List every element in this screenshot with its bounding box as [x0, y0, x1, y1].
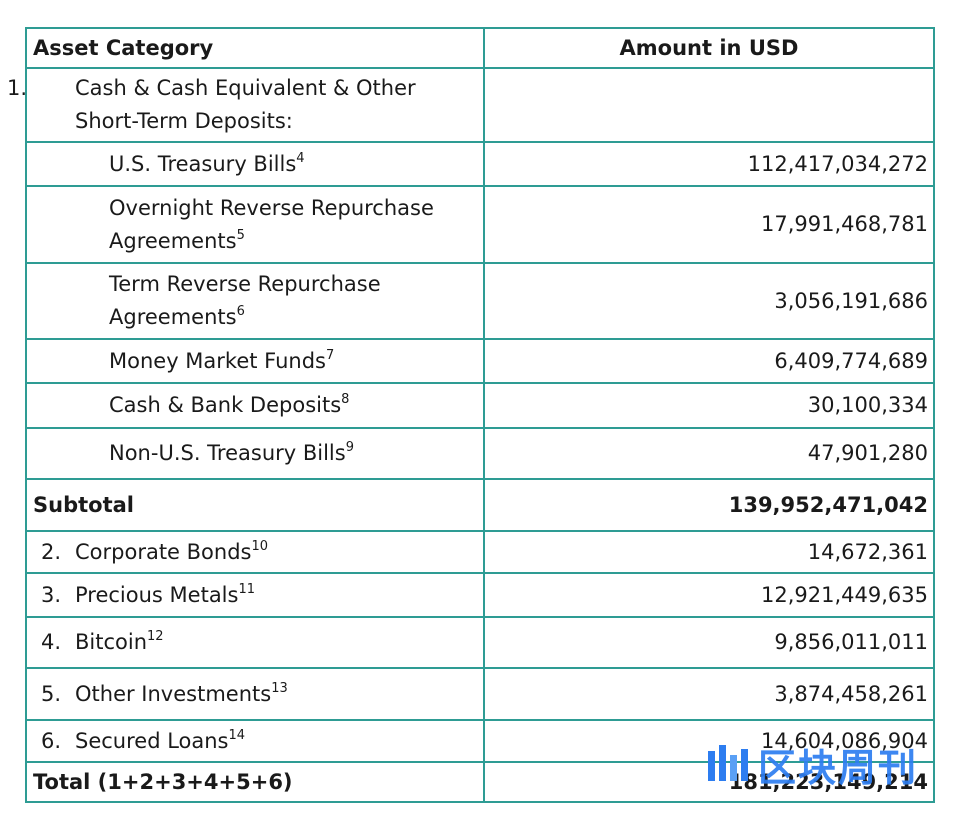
- table-header-row: Asset Category Amount in USD: [25, 27, 935, 69]
- asset-table-container: Asset Category Amount in USD 1. Cash & Ca…: [7, 27, 935, 803]
- row-amount: 30,100,334: [483, 382, 935, 429]
- footnote-ref: 6: [236, 304, 245, 319]
- row-amount: 112,417,034,272: [483, 141, 935, 187]
- table-row: U.S. Treasury Bills4 112,417,034,272: [25, 141, 935, 187]
- row-amount: 6,409,774,689: [483, 338, 935, 384]
- row-label-cash-bank-deposits: Cash & Bank Deposits8: [25, 382, 485, 429]
- row-number: 6.: [41, 728, 62, 753]
- row-label-cash-equivalents: 1. Cash & Cash Equivalent & Other Short-T…: [7, 67, 485, 143]
- table-row: Overnight Reverse Repurchase Agreements5…: [25, 185, 935, 264]
- total-label: Total (1+2+3+4+5+6): [25, 761, 485, 803]
- row-label-term-repo: Term Reverse Repurchase Agreements6: [25, 262, 485, 340]
- table-row: Cash & Bank Deposits8 30,100,334: [25, 382, 935, 429]
- row-number: 1.: [7, 76, 28, 100]
- row-amount: 3,056,191,686: [483, 262, 935, 340]
- table-row: Term Reverse Repurchase Agreements6 3,05…: [25, 262, 935, 340]
- subtotal-label: Subtotal: [25, 478, 485, 532]
- footnote-ref: 10: [251, 538, 269, 554]
- row-label-overnight-repo: Overnight Reverse Repurchase Agreements5: [25, 185, 485, 264]
- row-amount: 12,921,449,635: [483, 572, 935, 618]
- table-row: 3. Precious Metals11 12,921,449,635: [25, 572, 935, 618]
- row-label: Secured Loans: [75, 728, 229, 753]
- row-amount: [483, 67, 935, 143]
- footnote-ref: 14: [228, 727, 246, 743]
- row-number: 3.: [41, 582, 62, 607]
- row-number: 2.: [41, 539, 62, 564]
- row-label: Money Market Funds: [109, 348, 326, 373]
- row-label-precious-metals: 3. Precious Metals11: [25, 572, 485, 618]
- row-label: U.S. Treasury Bills: [109, 151, 297, 176]
- table-row: Money Market Funds7 6,409,774,689: [25, 338, 935, 384]
- table-row: 4. Bitcoin12 9,856,011,011: [25, 616, 935, 669]
- row-label-corporate-bonds: 2. Corporate Bonds10: [25, 530, 485, 574]
- footnote-ref: 11: [238, 581, 256, 597]
- subtotal-amount: 139,952,471,042: [483, 478, 935, 532]
- row-amount: 14,604,086,904: [483, 719, 935, 763]
- row-label-secured-loans: 6. Secured Loans14: [25, 719, 485, 763]
- row-label: Overnight Reverse Repurchase Agreements: [109, 195, 434, 253]
- row-amount: 47,901,280: [483, 427, 935, 480]
- footnote-ref: 4: [296, 150, 305, 166]
- row-label-money-market-funds: Money Market Funds7: [25, 338, 485, 384]
- subtotal-row: Subtotal 139,952,471,042: [25, 478, 935, 532]
- header-asset-category: Asset Category: [25, 27, 485, 69]
- table-row: 2. Corporate Bonds10 14,672,361: [25, 530, 935, 574]
- footnote-ref: 7: [325, 347, 335, 363]
- row-label: Cash & Cash Equivalent & Other Short-Ter…: [75, 76, 416, 133]
- row-label: Term Reverse Repurchase Agreements: [109, 272, 381, 329]
- header-amount-usd: Amount in USD: [483, 27, 935, 69]
- row-label-bitcoin: 4. Bitcoin12: [25, 616, 485, 669]
- table-row: 5. Other Investments13 3,874,458,261: [25, 667, 935, 721]
- row-amount: 9,856,011,011: [483, 616, 935, 669]
- footnote-ref: 9: [345, 440, 354, 455]
- row-label-us-treasury-bills: U.S. Treasury Bills4: [25, 141, 485, 187]
- row-label-non-us-treasury-bills: Non-U.S. Treasury Bills9: [25, 427, 485, 480]
- footnote-ref: 12: [147, 629, 164, 644]
- footnote-ref: 5: [236, 227, 245, 243]
- footnote-ref: 8: [341, 392, 350, 407]
- row-label-other-investments: 5. Other Investments13: [25, 667, 485, 721]
- row-number: 4.: [41, 630, 62, 654]
- table-row: 1. Cash & Cash Equivalent & Other Short-T…: [7, 67, 935, 143]
- row-label: Precious Metals: [75, 582, 239, 607]
- row-label: Other Investments: [75, 681, 272, 706]
- total-row: Total (1+2+3+4+5+6) 181,223,149,214: [25, 761, 935, 803]
- row-label: Cash & Bank Deposits: [109, 393, 342, 417]
- asset-table: Asset Category Amount in USD 1. Cash & Ca…: [7, 27, 935, 803]
- row-label: Corporate Bonds: [75, 539, 252, 564]
- footnote-ref: 13: [271, 680, 288, 696]
- row-label: Non-U.S. Treasury Bills: [109, 441, 346, 465]
- table-row: 6. Secured Loans14 14,604,086,904: [25, 719, 935, 763]
- row-label: Bitcoin: [75, 630, 148, 654]
- row-amount: 3,874,458,261: [483, 667, 935, 721]
- row-amount: 14,672,361: [483, 530, 935, 574]
- table-row: Non-U.S. Treasury Bills9 47,901,280: [25, 427, 935, 480]
- row-number: 5.: [41, 681, 62, 706]
- total-amount: 181,223,149,214: [483, 761, 935, 803]
- row-amount: 17,991,468,781: [483, 185, 935, 264]
